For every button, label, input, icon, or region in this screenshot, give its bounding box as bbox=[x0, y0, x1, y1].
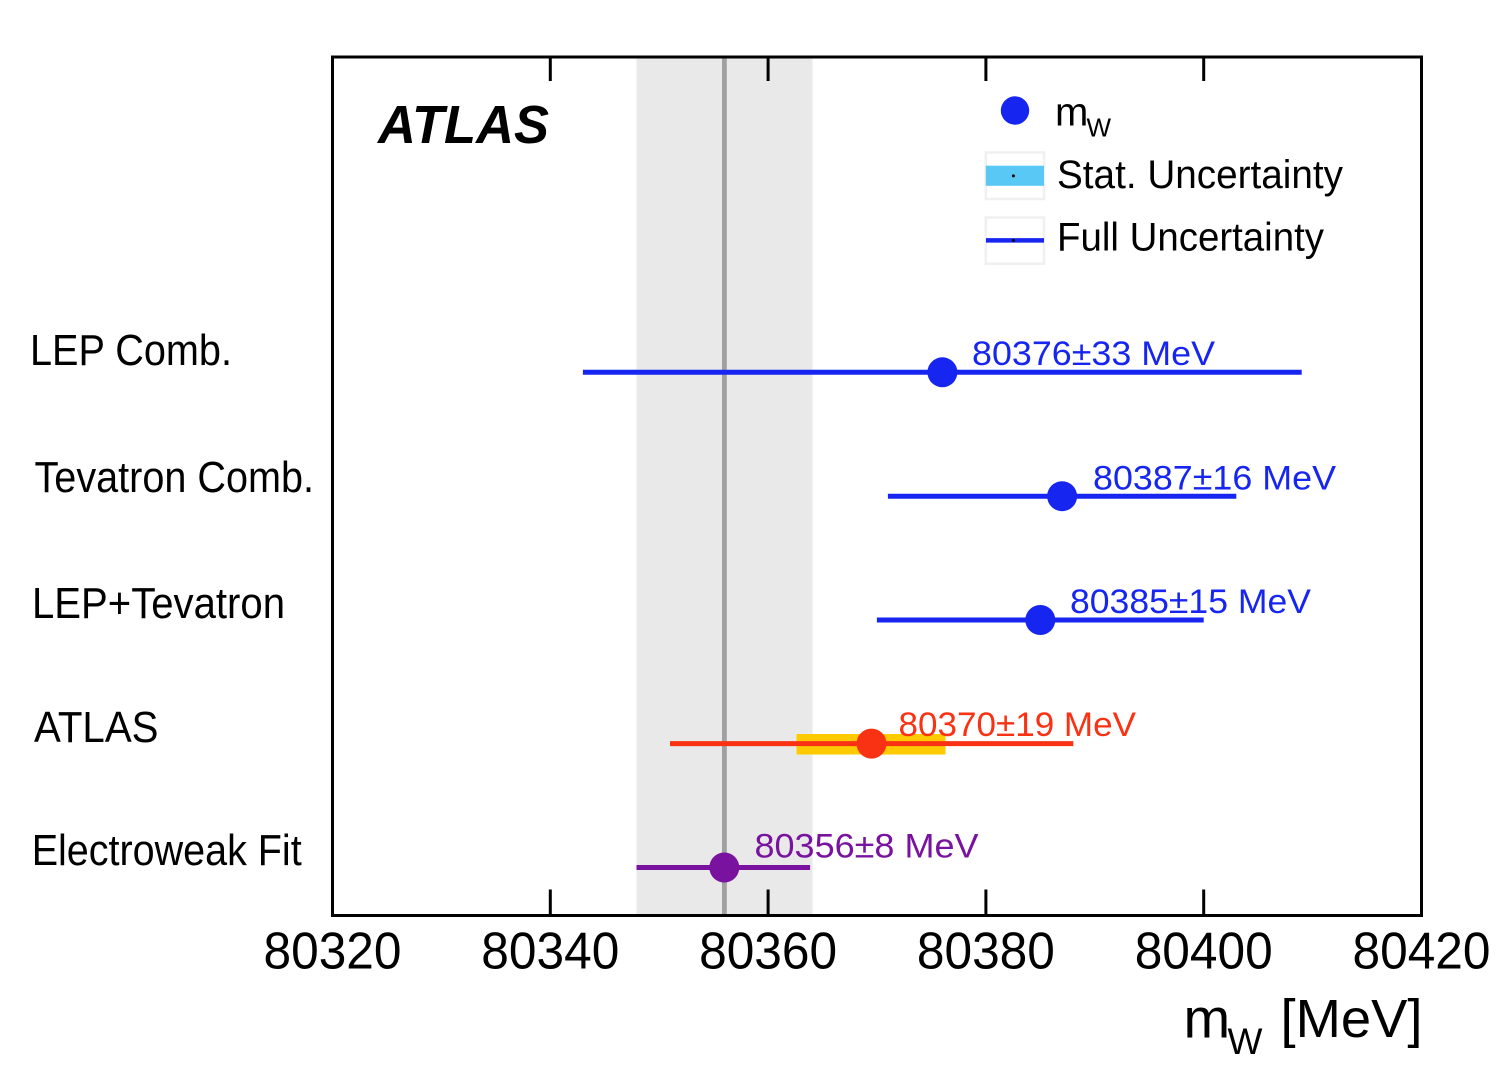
svg-text:80400: 80400 bbox=[1135, 923, 1273, 981]
svg-text:W: W bbox=[1087, 112, 1112, 142]
svg-text:80340: 80340 bbox=[481, 923, 619, 981]
svg-text:80380: 80380 bbox=[917, 923, 1055, 981]
svg-text:80356±8 MeV: 80356±8 MeV bbox=[755, 827, 979, 865]
svg-text:80376±33 MeV: 80376±33 MeV bbox=[972, 335, 1215, 373]
svg-text:ATLAS: ATLAS bbox=[34, 703, 159, 752]
svg-text:80360: 80360 bbox=[699, 923, 837, 981]
svg-text:80320: 80320 bbox=[264, 923, 402, 981]
svg-text:ATLAS: ATLAS bbox=[376, 95, 549, 155]
svg-text:W: W bbox=[1228, 1021, 1263, 1062]
svg-text:80385±15 MeV: 80385±15 MeV bbox=[1070, 583, 1311, 621]
svg-text:m: m bbox=[1184, 986, 1231, 1049]
svg-text:Tevatron Comb.: Tevatron Comb. bbox=[35, 453, 315, 502]
svg-text:80420: 80420 bbox=[1353, 923, 1491, 981]
svg-text:LEP Comb.: LEP Comb. bbox=[30, 326, 232, 375]
svg-text:80387±16 MeV: 80387±16 MeV bbox=[1093, 460, 1336, 498]
svg-text:[MeV]: [MeV] bbox=[1281, 989, 1423, 1049]
svg-text:Stat. Uncertainty: Stat. Uncertainty bbox=[1057, 153, 1343, 197]
svg-text:Electroweak Fit: Electroweak Fit bbox=[32, 826, 302, 875]
svg-text:80370±19 MeV: 80370±19 MeV bbox=[899, 706, 1137, 744]
svg-text:LEP+Tevatron: LEP+Tevatron bbox=[32, 579, 285, 628]
svg-text:m: m bbox=[1055, 91, 1088, 135]
svg-text:Full Uncertainty: Full Uncertainty bbox=[1057, 216, 1324, 260]
